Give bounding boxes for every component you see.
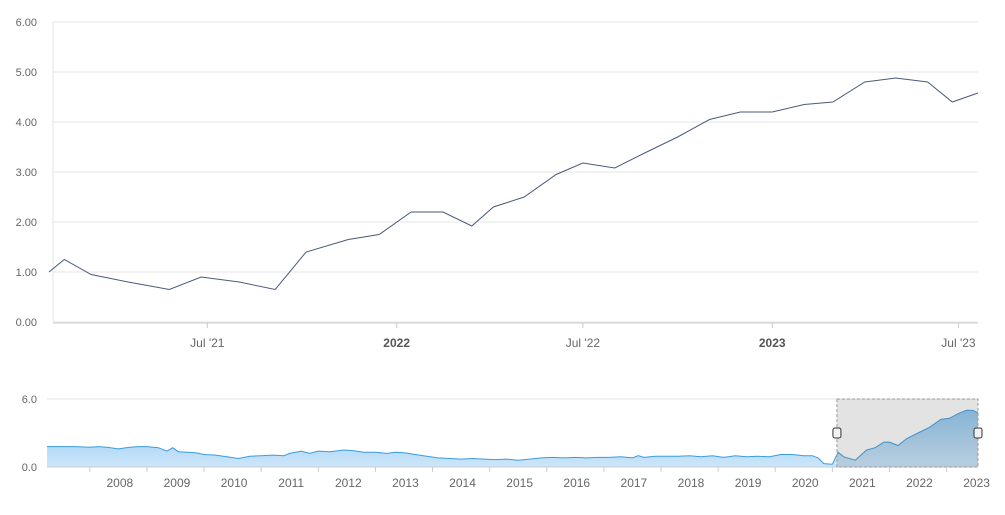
navigator-x-tick-label: 2010 [221, 476, 248, 490]
main-line-chart: 0.00 1.00 2.00 3.00 4.00 5.00 6.00 Jul '21 2022… [16, 17, 979, 350]
main-y-tick-label: 0.00 [16, 317, 37, 329]
main-x-tick-label: Jul '23 [941, 336, 976, 350]
navigator-x-tick-label: 2009 [164, 476, 191, 490]
navigator-x-tick-label: 2012 [335, 476, 362, 490]
main-y-tick-label: 4.00 [16, 117, 37, 129]
navigator-left-handle[interactable] [832, 427, 842, 439]
navigator-selected-range[interactable] [836, 398, 979, 468]
navigator-x-tick-label: 2021 [849, 476, 876, 490]
main-y-tick-label: 1.00 [16, 267, 37, 279]
navigator-x-tick-label: 2020 [792, 476, 819, 490]
navigator-x-tick-label: 2022 [906, 476, 933, 490]
main-y-tick-label: 3.00 [16, 167, 37, 179]
main-y-tick-label: 5.00 [16, 67, 37, 79]
main-series [48, 77, 979, 291]
navigator-x-tick-label: 2014 [449, 476, 476, 490]
navigator-x-tick-label: 2013 [392, 476, 419, 490]
navigator-line [47, 409, 979, 465]
navigator-chart[interactable]: 0.06.0 2008 2009 2010 2011 2012 2013 2014 2015 2… [0, 385, 1005, 510]
navigator-selection[interactable] [832, 398, 983, 468]
navigator-y-tick-label: 6.0 [22, 394, 37, 406]
navigator-y-axis: 0.0 6.0 [22, 394, 37, 474]
navigator-x-tick-label: 2016 [563, 476, 590, 490]
navigator-x-tick-label: 2008 [106, 476, 133, 490]
navigator-x-tick-label: 2023 [963, 476, 990, 490]
navigator-right-handle[interactable] [973, 427, 983, 439]
navigator-x-tick-label: 2018 [678, 476, 705, 490]
main-grid [52, 21, 978, 324]
navigator-x-tick-label: 2017 [621, 476, 648, 490]
navigator-x-tick-label: 2015 [506, 476, 533, 490]
main-y-tick-label: 2.00 [16, 217, 37, 229]
navigator-x-tick-label: 2011 [278, 476, 304, 490]
main-x-tick-label: Jul '22 [566, 336, 601, 350]
navigator-series [47, 409, 979, 468]
main-y-axis: 0.00 1.00 2.00 3.00 4.00 5.00 6.00 [16, 17, 37, 329]
main-series-line [48, 77, 979, 291]
main-x-axis: Jul '21 2022 Jul '22 2023 Jul '23 [190, 323, 976, 350]
main-x-tick-label: 2023 [759, 336, 786, 350]
navigator-area [47, 410, 978, 467]
navigator-x-axis: 2008 2009 2010 2011 2012 2013 2014 2015 2016 2017… [89, 467, 990, 490]
main-y-tick-label: 6.00 [16, 17, 37, 29]
navigator-y-tick-label: 0.0 [22, 462, 37, 474]
main-x-tick-label: 2022 [383, 336, 410, 350]
main-x-tick-label: Jul '21 [190, 336, 225, 350]
navigator-x-tick-label: 2019 [735, 476, 762, 490]
